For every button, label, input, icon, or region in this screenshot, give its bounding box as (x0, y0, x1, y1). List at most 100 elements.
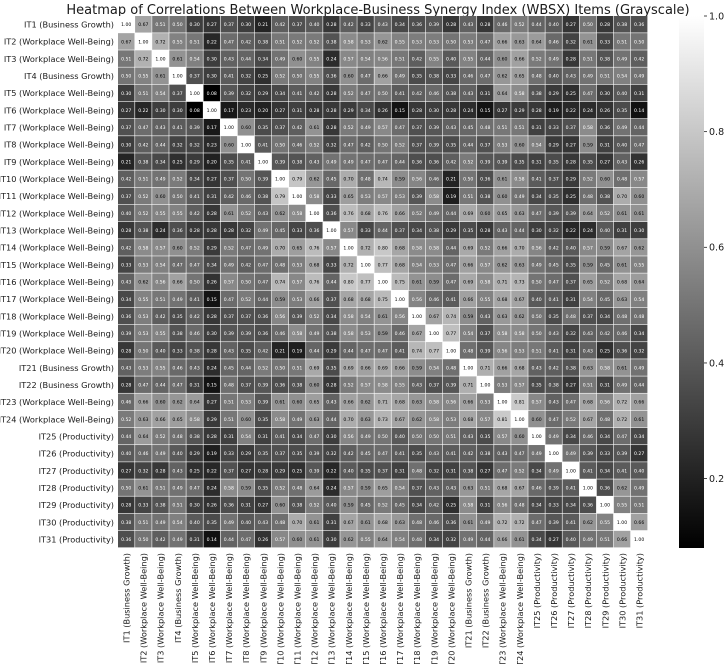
cell-value-label: 0.41 (258, 142, 268, 148)
cell-value-label: 0.27 (549, 537, 559, 543)
heatmap-cell (237, 479, 255, 496)
cell-value-label: 0.52 (138, 211, 148, 217)
cell-value-label: 0.50 (172, 194, 182, 200)
heatmap-cell (220, 170, 238, 188)
heatmap-cell (254, 273, 272, 290)
heatmap-cell (203, 136, 220, 153)
heatmap-cell (459, 101, 477, 119)
heatmap-cell (494, 187, 511, 205)
heatmap-cell (323, 307, 340, 325)
heatmap-cell (596, 479, 614, 496)
cell-value-label: 0.36 (583, 503, 593, 509)
cell-value-label: 0.29 (514, 108, 524, 114)
heatmap-cell (528, 307, 545, 325)
heatmap-cell (118, 393, 135, 411)
heatmap-cell (254, 170, 272, 188)
heatmap-cell (630, 496, 648, 514)
cell-value-label: 0.66 (617, 537, 627, 543)
heatmap-cell (254, 118, 272, 136)
x-tick-label: IT9 (Workplace Well-Being) (258, 553, 268, 663)
heatmap-cell (203, 153, 220, 170)
heatmap-cell (357, 239, 374, 256)
cell-value-label: 0.37 (566, 280, 576, 286)
cell-value-label: 0.51 (155, 22, 165, 28)
x-tick-label: IT24 (Workplace Well-Being) (515, 553, 525, 664)
heatmap-cell (152, 16, 169, 33)
cell-value-label: 0.41 (446, 297, 456, 303)
heatmap-cell (391, 290, 409, 308)
heatmap-cell (135, 67, 152, 85)
cell-value-label: 0.66 (138, 400, 148, 406)
cell-value-label: 0.34 (600, 468, 610, 474)
heatmap-cell (494, 118, 511, 136)
cell-value-label: 0.52 (241, 297, 251, 303)
cell-value-label: 0.60 (497, 57, 507, 63)
cell-value-label: 0.28 (309, 108, 319, 114)
cell-value-label: 0.40 (155, 348, 165, 354)
heatmap-cell (511, 50, 528, 67)
heatmap-cell (306, 221, 323, 239)
y-tick-label: IT2 (Workplace Well-Being) (4, 37, 114, 47)
heatmap-cell (545, 445, 562, 462)
heatmap-cell (220, 50, 238, 67)
x-tick-label: IT4 (Business Growth) (173, 553, 183, 643)
colorbar-tick-label: 0.6 (709, 243, 724, 254)
cell-value-label: 0.30 (190, 22, 200, 28)
heatmap-cell (271, 118, 289, 136)
cell-value-label: 0.37 (549, 177, 559, 183)
cell-value-label: 0.70 (343, 177, 353, 183)
cell-value-label: 0.38 (617, 22, 627, 28)
heatmap-cell (511, 462, 528, 479)
cell-value-label: 1.00 (138, 39, 148, 45)
cell-value-label: 1.00 (292, 194, 302, 200)
heatmap-cell (374, 496, 391, 514)
cell-value-label: 0.33 (326, 262, 336, 268)
heatmap-cell (254, 307, 272, 325)
heatmap-cell (579, 462, 597, 479)
cell-value-label: 0.35 (224, 159, 234, 165)
heatmap-cell (135, 445, 152, 462)
cell-value-label: 0.42 (549, 245, 559, 251)
heatmap-cell (477, 496, 494, 514)
cell-value-label: 0.42 (121, 245, 131, 251)
heatmap-cell (425, 513, 443, 531)
heatmap-cell (237, 530, 255, 548)
heatmap-cell (169, 410, 186, 428)
heatmap-cell (528, 50, 545, 67)
heatmap-cell (357, 393, 374, 411)
cell-value-label: 0.57 (497, 434, 507, 440)
cell-value-label: 0.49 (531, 262, 541, 268)
cell-value-label: 0.79 (292, 177, 302, 183)
cell-value-label: 0.43 (121, 280, 131, 286)
cell-value-label: 0.52 (600, 211, 610, 217)
cell-value-label: 0.59 (275, 297, 285, 303)
cell-value-label: 0.61 (224, 211, 234, 217)
cell-value-label: 0.29 (190, 451, 200, 457)
heatmap-cell (408, 445, 426, 462)
heatmap-cell (528, 479, 545, 496)
heatmap-cell (152, 50, 169, 67)
heatmap-cell (169, 393, 186, 411)
heatmap-cell (169, 256, 186, 273)
heatmap-cell (220, 410, 238, 428)
cell-value-label: 0.47 (446, 262, 456, 268)
cell-value-label: 0.54 (583, 297, 593, 303)
cell-value-label: 0.40 (549, 22, 559, 28)
cell-value-label: 0.57 (343, 57, 353, 63)
heatmap-cell (528, 324, 545, 342)
heatmap-cell (340, 239, 357, 256)
cell-value-label: 0.46 (497, 22, 507, 28)
heatmap-cell (237, 101, 255, 119)
x-tick-label: IT23 (Workplace Well-Being) (498, 553, 508, 664)
cell-value-label: 0.40 (634, 468, 644, 474)
heatmap-cell (306, 462, 323, 479)
cell-value-label: 0.36 (326, 211, 336, 217)
heatmap-cell (494, 376, 511, 393)
cell-value-label: 0.35 (412, 451, 422, 457)
cell-value-label: 0.32 (241, 74, 251, 80)
heatmap-cell (323, 359, 340, 376)
heatmap-cell (118, 118, 135, 136)
cell-value-label: 0.47 (514, 451, 524, 457)
heatmap-cell (391, 496, 409, 514)
heatmap-cell (323, 118, 340, 136)
